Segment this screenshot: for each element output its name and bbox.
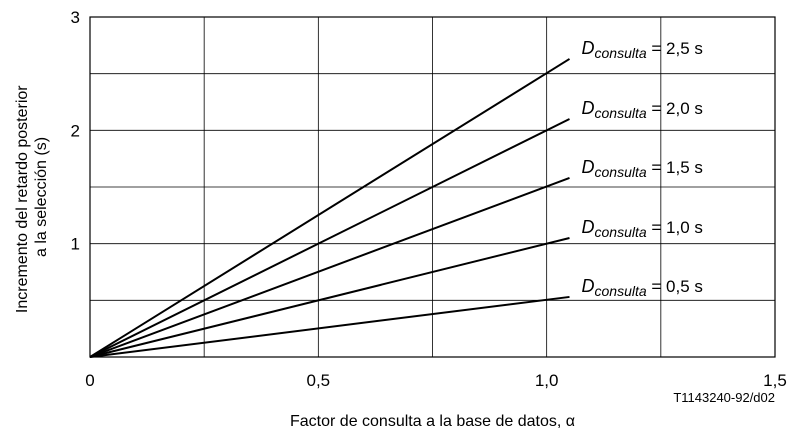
- y-axis-title-line-1: Incremento del retardo posterior: [14, 85, 31, 313]
- series-label-3: Dconsulta = 1,0 s: [582, 217, 703, 240]
- x-axis-title: Factor de consulta a la base de datos, α: [290, 413, 575, 430]
- series-group: [89, 58, 571, 358]
- x-tick-label: 0,5: [307, 371, 331, 390]
- x-tick-label: 1,0: [535, 371, 559, 390]
- x-tick-label: 1,5: [763, 371, 787, 390]
- series-label-0: Dconsulta = 2,5 s: [582, 38, 703, 61]
- series-line-4: [89, 295, 570, 358]
- series-line-2: [89, 176, 570, 358]
- y-tick-label: 1: [71, 235, 80, 254]
- series-line-1: [89, 118, 570, 358]
- series-labels: Dconsulta = 2,5 s Dconsulta = 2,0 s Dconsu…: [582, 38, 703, 299]
- y-axis-title: Incremento del retardo posterior a la se…: [14, 81, 50, 313]
- plot-frame: [89, 16, 776, 358]
- figure-code: T1143240-92/d02: [673, 390, 775, 405]
- tick-labels: 0 0,5 1,0 1,5 1 2 3: [71, 8, 787, 390]
- y-tick-label: 2: [71, 121, 80, 140]
- series-line-0: [89, 58, 571, 358]
- series-line-3: [89, 237, 570, 358]
- series-label-1: Dconsulta = 2,0 s: [582, 98, 703, 121]
- x-tick-label: 0: [85, 371, 94, 390]
- y-tick-label: 3: [71, 8, 80, 27]
- series-label-4: Dconsulta = 0,5 s: [582, 276, 703, 299]
- series-label-2: Dconsulta = 1,5 s: [582, 157, 703, 180]
- y-axis-title-line-2: a la selección (s): [33, 137, 50, 257]
